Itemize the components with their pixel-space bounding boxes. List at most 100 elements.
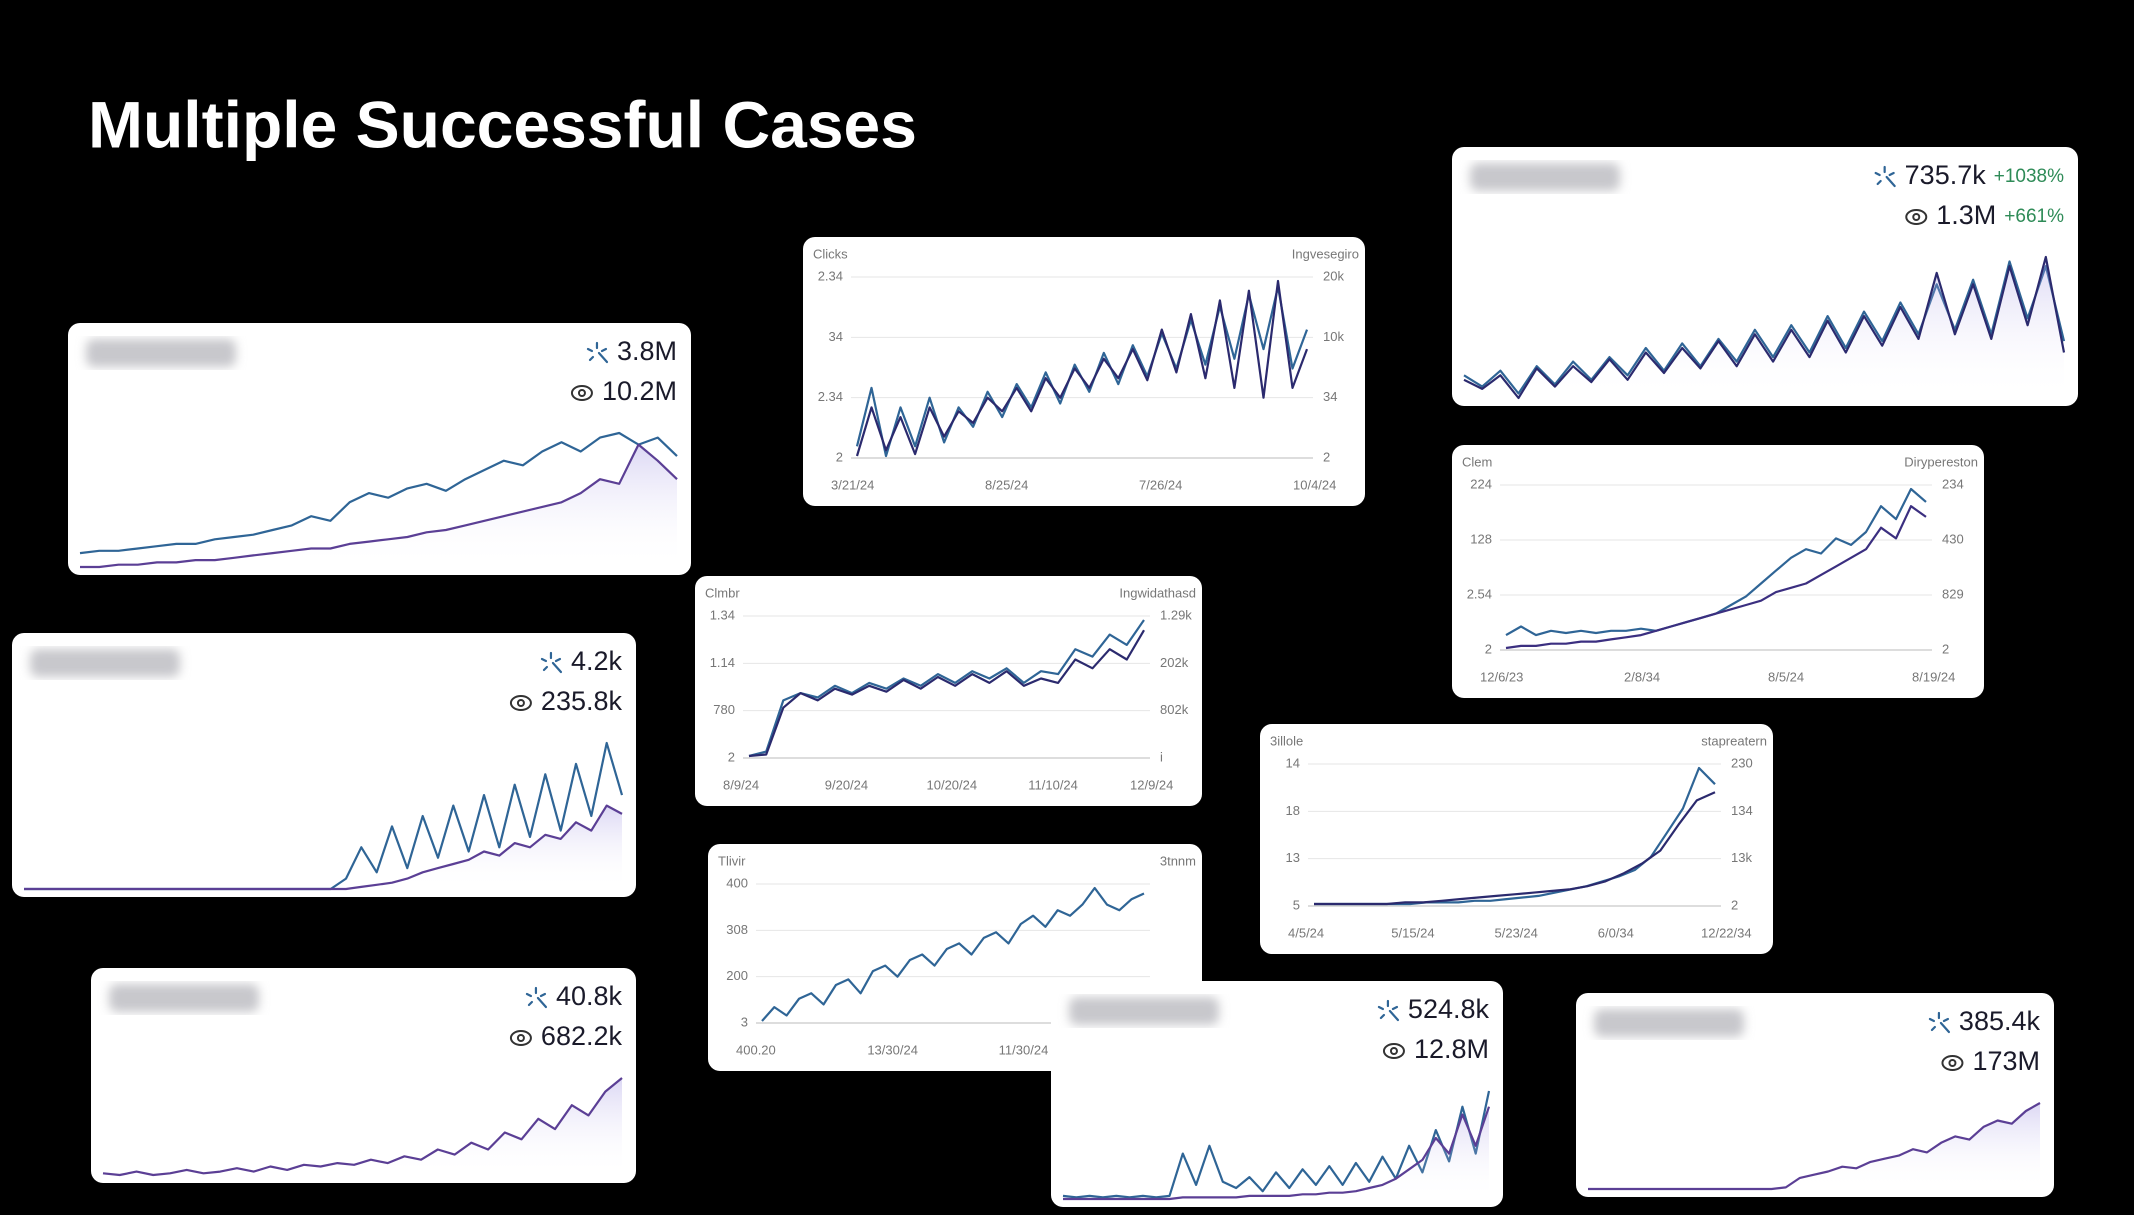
x-tick-label: 400.20	[736, 1042, 776, 1057]
blurred-site-name	[1594, 1009, 1744, 1037]
x-tick-label: 7/26/24	[1139, 477, 1182, 492]
x-tick-label: 13/30/24	[867, 1042, 918, 1057]
right-tick-label: 1.29k	[1160, 607, 1192, 622]
x-tick-label: 9/20/24	[825, 777, 868, 792]
metric-value: 235.8k	[541, 686, 623, 716]
x-tick-label: 8/19/24	[1912, 669, 1955, 684]
icon-stroke	[1942, 1017, 1950, 1023]
case-card: +1038% 735.7k +661% 1.3M	[1452, 147, 2078, 406]
left-tick-label: 1.14	[710, 655, 735, 670]
right-tick-label: i	[1160, 749, 1163, 764]
series-line	[855, 279, 1309, 457]
icon-stroke	[542, 665, 549, 672]
x-tick-label: 8/25/24	[985, 477, 1028, 492]
series-line	[1063, 1106, 1491, 1201]
left-tick-label: 34	[829, 329, 843, 344]
metric-value: 385.4k	[1959, 1006, 2041, 1036]
impressions-icon	[570, 385, 593, 401]
series-line	[1505, 505, 1927, 650]
icon-stroke	[1391, 1005, 1399, 1011]
card-background	[695, 576, 1202, 806]
icon-stroke	[509, 695, 532, 711]
right-tick-label: 2	[1731, 897, 1738, 912]
series-line	[79, 431, 678, 555]
right-tick-label: 234	[1942, 476, 1964, 491]
left-tick-label: 128	[1470, 531, 1492, 546]
blurred-site-name	[109, 984, 259, 1012]
x-tick-label: 11/30/24	[999, 1042, 1049, 1057]
icon-stroke	[1928, 1017, 1936, 1023]
icon-stroke	[586, 347, 594, 353]
clicks-icon	[540, 651, 563, 674]
right-axis-title: stapreatern	[1701, 733, 1767, 748]
series-line	[1314, 791, 1716, 906]
metric-value: 4.2k	[571, 646, 623, 676]
right-tick-label: 20k	[1323, 268, 1344, 283]
icon-stroke	[516, 699, 525, 707]
metric-change: +1038%	[1994, 166, 2064, 187]
icon-stroke	[1382, 1043, 1405, 1059]
case-card: 40.8k 682.2k	[91, 968, 636, 1183]
clicks-icon	[1377, 999, 1400, 1022]
left-axis-title: Tlivir	[718, 853, 746, 868]
clicks-icon	[1928, 1011, 1951, 1034]
x-tick-label: 6/0/34	[1598, 925, 1634, 940]
impressions-icon	[509, 1030, 532, 1046]
series-line	[748, 619, 1145, 758]
x-tick-label: 3/21/24	[831, 477, 874, 492]
icon-stroke	[577, 389, 586, 397]
icon-stroke	[1389, 1047, 1398, 1055]
series-line	[1588, 1102, 2041, 1191]
left-tick-label: 400	[726, 875, 748, 890]
right-axis-title: Ingvesegiro	[1292, 246, 1359, 261]
blurred-site-name	[30, 649, 180, 677]
left-tick-label: 5	[1293, 897, 1300, 912]
left-tick-label: 2.34	[818, 389, 843, 404]
left-tick-label: 200	[726, 968, 748, 983]
metric-value: 12.8M	[1414, 1034, 1489, 1064]
x-tick-label: 8/5/24	[1768, 669, 1804, 684]
impressions-icon	[1382, 1043, 1405, 1059]
right-tick-label: 202k	[1160, 655, 1189, 670]
case-card: 3.8M 10.2M	[68, 323, 691, 575]
case-card: Clicks Ingvesegiro 2.34 34 2.34 2 20k 10k 34 2 3/2…	[803, 237, 1365, 506]
icon-stroke	[1941, 1055, 1964, 1071]
icon-stroke	[570, 385, 593, 401]
x-tick-label: 12/22/34	[1701, 925, 1752, 940]
metric-value: 40.8k	[556, 981, 623, 1011]
icon-stroke	[1939, 1021, 1951, 1034]
card-background	[1260, 724, 1773, 954]
case-card: 524.8k 12.8M	[1051, 981, 1503, 1207]
icon-stroke	[554, 657, 562, 663]
icon-stroke	[588, 355, 595, 362]
icon-stroke	[536, 996, 548, 1009]
series-area	[1063, 1106, 1489, 1199]
right-axis-title: Ingwidathasd	[1119, 585, 1196, 600]
icon-stroke	[525, 992, 533, 998]
impressions-icon	[1905, 209, 1928, 225]
x-tick-label: 10/4/24	[1293, 477, 1336, 492]
icon-stroke	[1905, 209, 1928, 225]
series-area	[1588, 1103, 2040, 1189]
left-tick-label: 308	[726, 922, 748, 937]
icon-stroke	[539, 992, 547, 998]
impressions-icon	[1941, 1055, 1964, 1071]
icon-stroke	[1876, 179, 1882, 186]
right-tick-label: 13k	[1731, 850, 1752, 865]
card-background	[12, 633, 636, 897]
card-background	[1051, 981, 1503, 1207]
card-background	[1452, 445, 1984, 698]
series-line	[80, 443, 678, 569]
left-axis-title: Clicks	[813, 246, 848, 261]
blurred-site-name	[1069, 997, 1219, 1025]
series-line	[761, 886, 1145, 1022]
series-line	[24, 804, 623, 891]
icon-stroke	[1388, 1009, 1400, 1022]
series-area	[80, 444, 677, 567]
icon-stroke	[597, 351, 609, 364]
left-tick-label: 18	[1286, 803, 1300, 818]
case-card: 385.4k 173M	[1576, 993, 2054, 1197]
right-tick-label: 230	[1731, 755, 1753, 770]
x-tick-label: 5/23/24	[1495, 925, 1538, 940]
